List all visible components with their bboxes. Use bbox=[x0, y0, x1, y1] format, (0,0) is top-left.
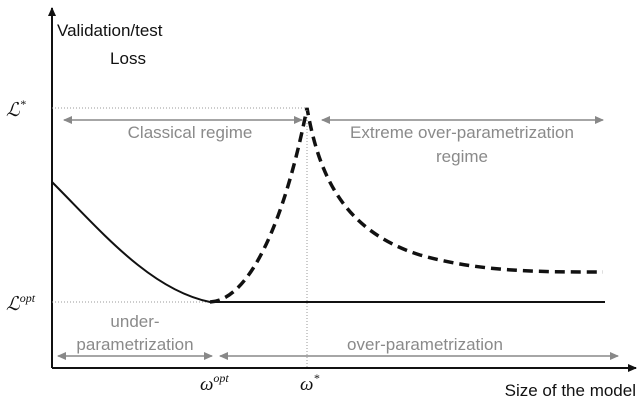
marker-sup: * bbox=[313, 371, 319, 385]
region-label: regime bbox=[436, 147, 488, 166]
y-marker: ℒopt bbox=[6, 291, 36, 315]
y-title: Loss bbox=[110, 49, 146, 68]
guides bbox=[52, 107, 308, 368]
y-title: Validation/test bbox=[57, 21, 163, 40]
marker-sup: opt bbox=[20, 291, 36, 305]
region-label: parametrization bbox=[76, 335, 193, 354]
marker-base: ℒ bbox=[6, 294, 21, 315]
region-arrows bbox=[57, 116, 619, 360]
marker-base: ω bbox=[200, 374, 213, 395]
y-marker: ℒ* bbox=[6, 97, 26, 121]
region-label: under- bbox=[110, 312, 159, 331]
x-marker: ω* bbox=[300, 371, 319, 395]
classical-curve bbox=[51, 181, 605, 303]
x-title: Size of the model bbox=[505, 381, 636, 400]
region-label: Classical regime bbox=[128, 123, 253, 142]
marker-sup: opt bbox=[213, 371, 229, 385]
marker-base: ℒ bbox=[6, 100, 21, 121]
marker-base: ω bbox=[300, 374, 313, 395]
double-descent-curve bbox=[209, 107, 604, 304]
x-marker: ωopt bbox=[200, 371, 229, 395]
marker-sup: * bbox=[20, 97, 26, 111]
region-label: over-parametrization bbox=[347, 335, 503, 354]
region-label: Extreme over-parametrization bbox=[350, 123, 574, 142]
